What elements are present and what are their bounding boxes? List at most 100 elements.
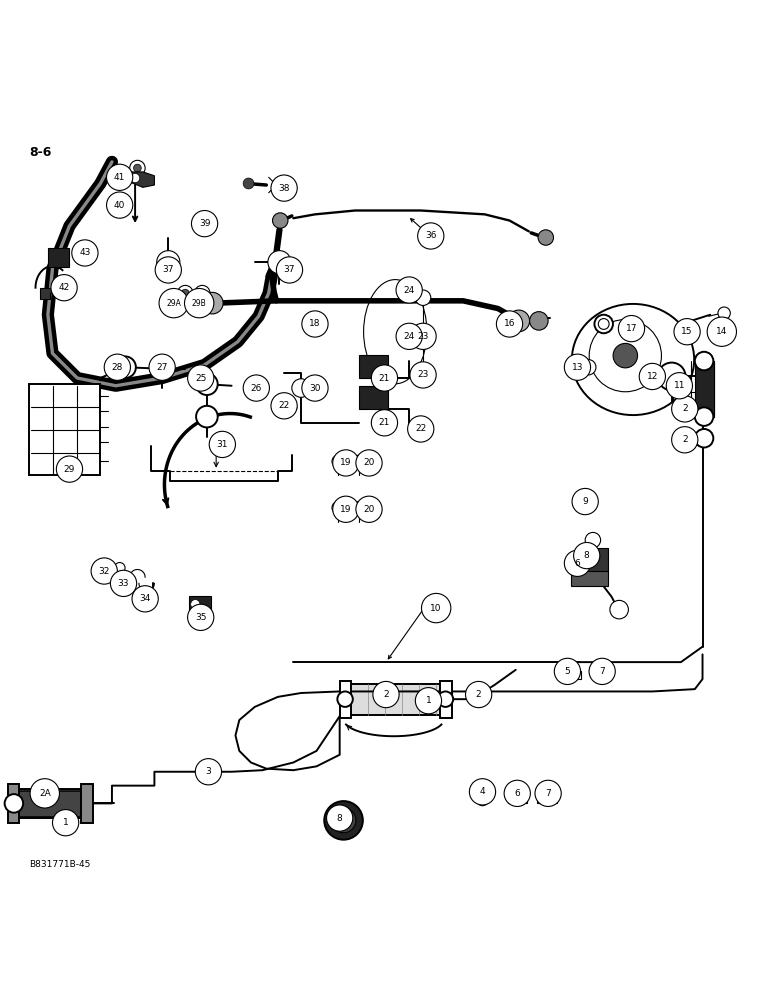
Circle shape	[327, 805, 353, 831]
Polygon shape	[40, 288, 56, 299]
Circle shape	[178, 285, 193, 301]
Bar	[340, 681, 351, 718]
Text: 35: 35	[195, 613, 206, 622]
Circle shape	[707, 317, 736, 346]
Text: 30: 30	[310, 384, 320, 393]
Text: 37: 37	[284, 265, 295, 274]
Text: 1: 1	[425, 696, 432, 705]
Text: 41: 41	[114, 173, 125, 182]
Circle shape	[610, 600, 628, 619]
Polygon shape	[508, 787, 527, 803]
Bar	[571, 571, 608, 586]
Text: 7: 7	[545, 789, 551, 798]
Circle shape	[91, 558, 117, 584]
Bar	[8, 784, 19, 823]
Text: 15: 15	[682, 327, 692, 336]
Text: 2: 2	[383, 690, 389, 699]
Circle shape	[418, 223, 444, 249]
Circle shape	[594, 315, 613, 333]
Circle shape	[52, 810, 79, 836]
Circle shape	[56, 456, 83, 482]
Circle shape	[195, 759, 222, 785]
Circle shape	[155, 257, 181, 283]
Text: 7: 7	[599, 667, 605, 676]
Text: 1: 1	[63, 818, 69, 827]
Circle shape	[333, 450, 359, 476]
Text: 2: 2	[682, 404, 688, 413]
Circle shape	[191, 600, 200, 609]
Circle shape	[496, 311, 523, 337]
Circle shape	[130, 173, 140, 183]
Text: 26: 26	[251, 384, 262, 393]
Text: 29: 29	[64, 465, 75, 474]
Circle shape	[30, 779, 59, 808]
Text: 19: 19	[340, 458, 351, 467]
Circle shape	[508, 310, 530, 332]
Text: 40: 40	[114, 201, 125, 210]
Circle shape	[672, 396, 698, 422]
Polygon shape	[130, 172, 154, 187]
Circle shape	[151, 358, 173, 380]
Ellipse shape	[278, 400, 296, 414]
Text: 8-6: 8-6	[29, 146, 52, 159]
Circle shape	[333, 496, 359, 522]
Circle shape	[130, 160, 145, 176]
Bar	[359, 386, 388, 409]
Text: 4: 4	[479, 787, 486, 796]
Circle shape	[195, 285, 210, 301]
Polygon shape	[409, 421, 423, 429]
Circle shape	[535, 780, 561, 806]
Text: 2A: 2A	[39, 789, 51, 798]
Circle shape	[276, 257, 303, 283]
Circle shape	[415, 688, 442, 714]
Bar	[359, 355, 388, 378]
Circle shape	[114, 563, 125, 573]
Circle shape	[373, 681, 399, 708]
Circle shape	[572, 488, 598, 515]
Bar	[48, 248, 69, 267]
Circle shape	[198, 289, 206, 297]
Text: 39: 39	[199, 219, 210, 228]
Circle shape	[585, 532, 601, 548]
Text: 19: 19	[340, 505, 351, 514]
Circle shape	[672, 427, 698, 453]
Circle shape	[598, 319, 609, 329]
Circle shape	[353, 455, 365, 468]
Circle shape	[191, 211, 218, 237]
Circle shape	[410, 323, 436, 349]
Text: 12: 12	[647, 372, 658, 381]
Circle shape	[554, 658, 581, 685]
Circle shape	[410, 362, 436, 388]
Circle shape	[196, 373, 218, 395]
Text: 31: 31	[217, 440, 228, 449]
Text: 10: 10	[431, 604, 442, 613]
Bar	[81, 784, 93, 823]
Circle shape	[695, 429, 713, 448]
Text: 16: 16	[504, 319, 515, 328]
Circle shape	[530, 312, 548, 330]
Text: 14: 14	[716, 327, 727, 336]
Circle shape	[589, 320, 662, 392]
Circle shape	[371, 365, 398, 391]
Circle shape	[639, 363, 665, 390]
Circle shape	[356, 450, 382, 476]
Bar	[695, 361, 714, 417]
Circle shape	[331, 808, 356, 833]
Circle shape	[718, 307, 730, 319]
Circle shape	[104, 354, 130, 380]
Text: 27: 27	[157, 363, 168, 372]
Circle shape	[466, 681, 492, 708]
Text: 43: 43	[80, 248, 90, 257]
Text: 24: 24	[404, 332, 415, 341]
Circle shape	[188, 365, 214, 391]
Circle shape	[438, 691, 453, 707]
Text: 37: 37	[163, 265, 174, 274]
Circle shape	[581, 359, 596, 375]
Text: 20: 20	[364, 505, 374, 514]
Text: 21: 21	[379, 418, 390, 427]
Polygon shape	[564, 666, 581, 679]
Circle shape	[292, 379, 310, 397]
Text: 28: 28	[112, 363, 123, 372]
Circle shape	[337, 691, 353, 707]
Circle shape	[271, 393, 297, 419]
